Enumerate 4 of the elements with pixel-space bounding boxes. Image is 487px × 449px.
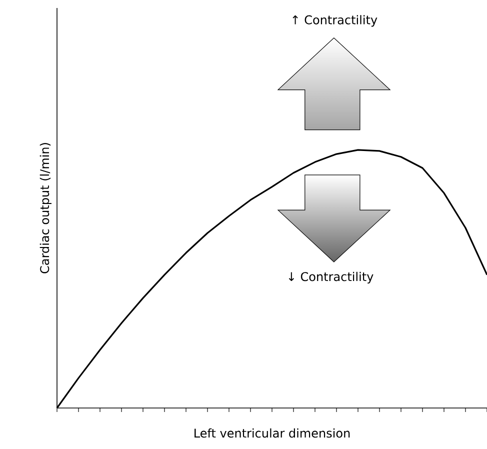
text: ↑ Contractility [292,15,378,27]
y-axis-title: Cardiac output (l/min) [40,143,52,274]
annotation: ↓ Contractility [288,272,374,284]
x-axis-title: Left ventricular dimension [194,428,350,438]
